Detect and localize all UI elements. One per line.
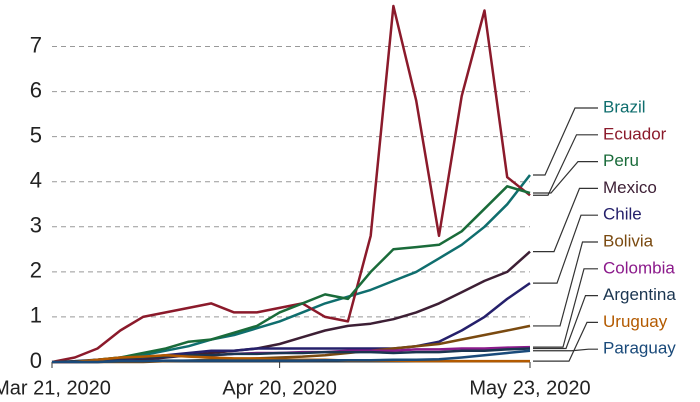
legend-connector xyxy=(533,107,598,176)
y-tick-label: 6 xyxy=(30,77,42,102)
legend-connector xyxy=(533,161,598,194)
series-line xyxy=(52,185,531,364)
y-tick-label: 0 xyxy=(30,348,42,373)
legend-connector xyxy=(533,268,598,348)
y-tick-label: 5 xyxy=(30,122,42,147)
legend-label: Colombia xyxy=(603,258,675,277)
legend-connector xyxy=(533,241,598,327)
y-tick-label: 3 xyxy=(30,213,42,238)
y-tick-label: 1 xyxy=(30,303,42,328)
legend-connector xyxy=(533,214,598,284)
x-tick-label: Mar 21, 2020 xyxy=(0,377,111,399)
legend-connector xyxy=(533,321,598,362)
legend-label: Bolivia xyxy=(603,231,654,250)
series-line xyxy=(52,174,531,364)
legend-label: Mexico xyxy=(603,178,657,197)
legend-connector xyxy=(533,134,598,196)
legend-connector xyxy=(533,348,598,352)
series-line xyxy=(51,4,531,364)
legend-label: Chile xyxy=(603,205,642,224)
legend-label: Peru xyxy=(603,151,639,170)
y-tick-label: 7 xyxy=(30,32,42,57)
legend-label: Argentina xyxy=(603,285,676,304)
legend-label: Ecuador xyxy=(603,124,667,143)
series-line xyxy=(52,349,531,364)
x-tick-label: Apr 20, 2020 xyxy=(222,377,337,399)
legend-connector xyxy=(533,295,598,350)
y-tick-label: 2 xyxy=(30,258,42,283)
legend-label: Paraguay xyxy=(603,339,676,358)
x-tick-label: May 23, 2020 xyxy=(469,377,590,399)
legend-connector xyxy=(533,187,598,253)
y-tick-label: 4 xyxy=(30,168,42,193)
legend-label: Brazil xyxy=(603,97,646,116)
legend-label: Uruguay xyxy=(603,312,668,331)
